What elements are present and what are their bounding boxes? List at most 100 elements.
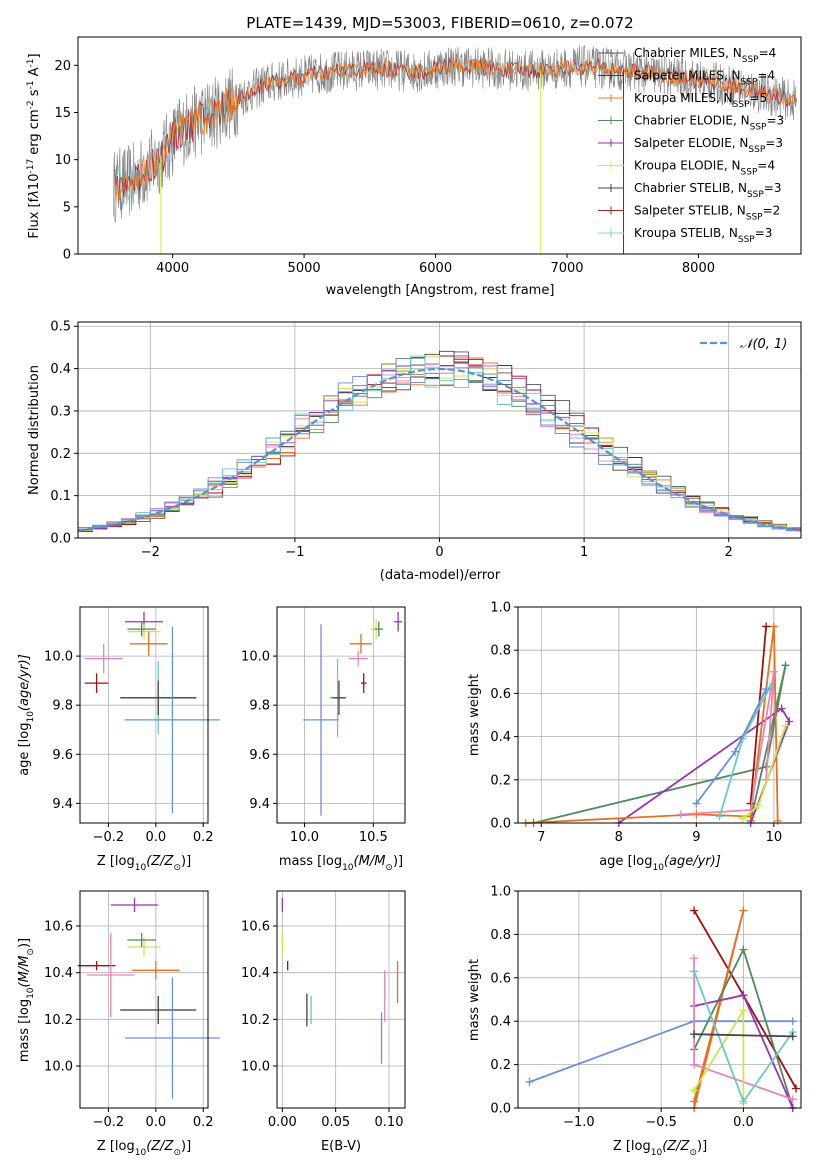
mwz-ytick-label: 0.2 xyxy=(490,1058,511,1073)
legend-entry-part: Kroupa ELODIE, N xyxy=(634,159,741,173)
hist-frame xyxy=(77,321,802,539)
agemass-xlabel-part: 10 xyxy=(342,863,354,873)
spectrum-ytick-label: 5 xyxy=(63,200,71,215)
mwz-point xyxy=(739,1006,748,1015)
mwage-point xyxy=(781,721,790,730)
hist-ytick-label: 0.0 xyxy=(50,532,71,547)
hist-ytick-label: 0.1 xyxy=(50,489,71,504)
agez-xtick-label: 0.2 xyxy=(193,830,214,845)
legend-entry-part: SSP xyxy=(742,55,759,65)
legend-entry-part: =4 xyxy=(757,69,775,83)
mwage-point xyxy=(777,704,786,713)
mwage-point xyxy=(773,816,782,825)
massz-ylabel-part: 10 xyxy=(26,987,36,999)
agemass-frame xyxy=(276,606,406,824)
spectrum-ylabel-part: s xyxy=(27,89,42,100)
legend-entry-part: SSP xyxy=(741,168,758,178)
spectrum-ylabel-part: erg cm xyxy=(27,109,42,158)
massebv-ytick-label: 10.4 xyxy=(241,966,270,981)
mwz-xlabel-part: ⊙ xyxy=(689,1148,697,1158)
agemass-xlabel-part: mass [log xyxy=(279,854,342,869)
legend-entry-part: SSP xyxy=(747,190,764,200)
spectrum-ylabel-part: -17 xyxy=(26,159,36,174)
massz-ytick-label: 10.4 xyxy=(44,966,73,981)
mwz-ytick-label: 1.0 xyxy=(490,885,511,900)
mwz-ytick-label: 0.4 xyxy=(490,1015,511,1030)
agez-ytick-label: 9.8 xyxy=(52,699,73,714)
mwage-ytick-label: 0.6 xyxy=(490,687,511,702)
agez-ytick-label: 9.4 xyxy=(52,797,73,812)
massz-xlabel-part: ⊙ xyxy=(173,1148,181,1158)
hist-xtick-label: 1 xyxy=(580,545,588,560)
massebv-axes: 0.00 0.05 0.10 10.0 10.2 10.4 10.6 E(B-V) xyxy=(241,890,406,1154)
legend-entry-part: Chabrier MILES, N xyxy=(634,46,742,60)
mwz-xtick-label: −0.5 xyxy=(645,1115,677,1130)
mwz-point xyxy=(690,1060,699,1069)
mwage-xtick-label: 9 xyxy=(692,830,700,845)
spectrum-ylabel-part: λ xyxy=(27,190,42,199)
massz-frame xyxy=(79,890,209,1109)
massz-ytick-label: 10.2 xyxy=(44,1013,73,1028)
mwage-point xyxy=(762,622,771,631)
mwage-series-line xyxy=(749,626,767,804)
massebv-ytick-label: 10.6 xyxy=(241,920,270,935)
spectrum-xtick-label: 8000 xyxy=(682,261,715,276)
massebv-xtick-label: 0.10 xyxy=(375,1115,404,1130)
agemass-xlabel: mass [log10(M/M⊙)] xyxy=(279,854,403,873)
mwz-ylabel: mass weight xyxy=(467,959,482,1041)
mwz-ytick-label: 0.0 xyxy=(490,1102,511,1117)
mwz-point xyxy=(690,1030,699,1039)
mwz-xlabel-part: Z [log xyxy=(613,1139,651,1154)
mwz-point xyxy=(788,1095,797,1104)
agemass-ytick-label: 9.6 xyxy=(249,748,270,763)
mwz-point xyxy=(788,1017,797,1026)
mwz-xlabel-part: )] xyxy=(697,1139,707,1154)
mwz-point xyxy=(739,991,748,1000)
agez-xlabel-part: Z [log xyxy=(97,854,135,869)
massz-xlabel-part: (Z/Z xyxy=(146,1139,174,1154)
massz-ytick-label: 10.0 xyxy=(44,1060,73,1075)
massz-ylabel-part: )] xyxy=(17,938,32,948)
hist-ytick-label: 0.2 xyxy=(50,447,71,462)
mwz-point xyxy=(690,954,699,963)
figure-title: PLATE=1439, MJD=53003, FIBERID=0610, z=0… xyxy=(246,14,633,32)
agez-xlabel-part: ⊙ xyxy=(173,863,181,873)
legend-entry-part: SSP xyxy=(748,145,765,155)
mwage-point xyxy=(676,810,685,819)
massebv-ytick-label: 10.2 xyxy=(241,1013,270,1028)
mwz-point xyxy=(792,1084,801,1093)
legend-entry-part: Salpeter MILES, N xyxy=(634,69,741,83)
agez-frame xyxy=(79,606,209,824)
hist-ylabel: Normed distribution xyxy=(27,365,42,495)
mwage-point xyxy=(781,661,790,670)
spectrum-xtick-label: 5000 xyxy=(288,261,321,276)
agez-ytick-label: 10.0 xyxy=(44,650,73,665)
massz-ylabel-part: (M/M xyxy=(17,956,32,988)
hist-xtick-label: −2 xyxy=(141,545,160,560)
legend-entry-part: SSP xyxy=(750,123,767,133)
massz-xtick-label: −0.2 xyxy=(93,1115,125,1130)
legend-entry-part: =3 xyxy=(755,226,773,240)
agez-ylabel-part: age [log xyxy=(17,723,32,776)
agez-ylabel: age [log10(age/yr)] xyxy=(17,654,36,776)
mwage-series-line xyxy=(718,686,771,817)
massz-xtick-label: 0.2 xyxy=(193,1115,214,1130)
mwage-series-line xyxy=(680,671,775,816)
legend-entry: Kroupa STELIB, NSSP=3 xyxy=(634,226,772,245)
legend-entry-part: =3 xyxy=(766,114,784,128)
legend-entry-part: SSP xyxy=(733,100,750,110)
massz-xlabel-part: )] xyxy=(181,1139,191,1154)
mwage-point xyxy=(762,685,771,694)
massebv-xtick-label: 0.05 xyxy=(321,1115,350,1130)
agez-ylabel-part: (age/yr)] xyxy=(17,654,32,711)
mwage-ylabel: mass weight xyxy=(467,674,482,756)
legend-entry-part: =5 xyxy=(750,91,768,105)
spectrum-ylabel-part: -1 xyxy=(26,58,36,67)
mwage-series-line xyxy=(742,725,787,820)
agemass-axes: 10.0 10.5 9.4 9.6 9.8 10.0 mass [log10(M/M⊙)] xyxy=(241,606,406,873)
mwage-point xyxy=(692,799,701,808)
hist-axes: −2 −1 0 1 2 0.0 0.1 0.2 0.3 0.4 0.5 𝒩(0, 1) (data-mo… xyxy=(27,320,802,583)
massebv-xtick-label: 0.00 xyxy=(268,1115,297,1130)
hist-step xyxy=(78,363,801,531)
agez-ytick-label: 9.6 xyxy=(52,748,73,763)
